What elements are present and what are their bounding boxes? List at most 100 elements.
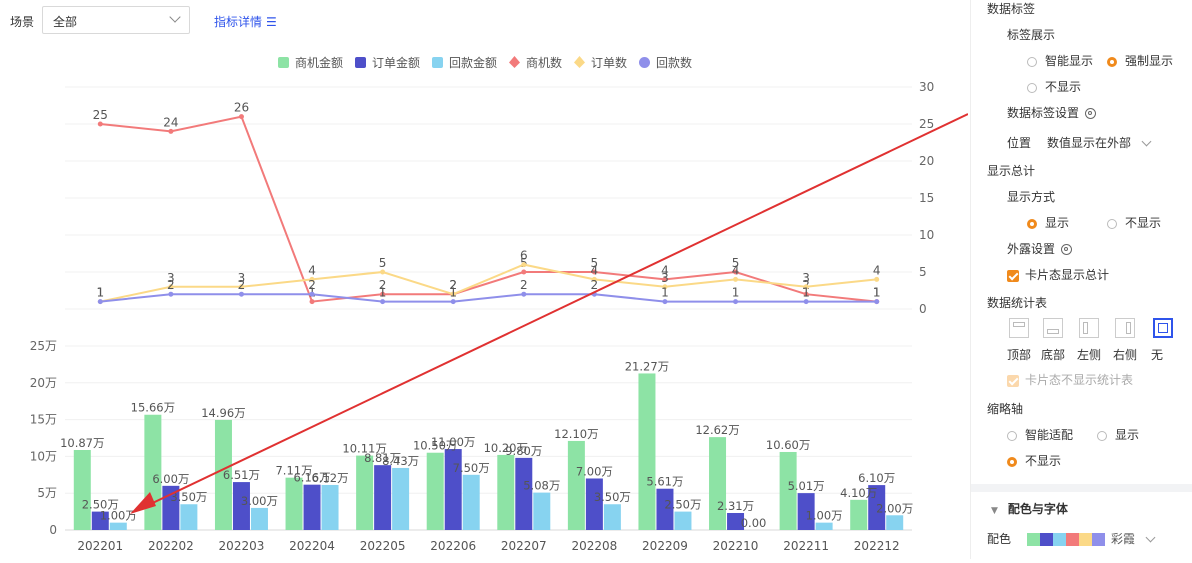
bar (815, 522, 833, 530)
color-swatch (1079, 533, 1092, 546)
x-tick-label: 202207 (501, 539, 547, 553)
stats-option[interactable]: 底部 (1041, 318, 1065, 363)
bar-data-label: 5.01万 (788, 479, 825, 493)
radio-smart[interactable] (1027, 56, 1037, 67)
checkbox-card-total[interactable] (1007, 269, 1019, 282)
stats-option-icon-inner (1158, 323, 1168, 333)
total-opt-hide[interactable]: 不显示 (1107, 214, 1161, 231)
bar-data-label: 15.66万 (131, 401, 175, 415)
series-line (100, 263, 877, 303)
bar-data-label: 7.11万 (275, 464, 312, 478)
label-opt-smart[interactable]: 智能显示 (1027, 52, 1093, 69)
card-hide-stats[interactable]: 卡片态不显示统计表 (1007, 371, 1133, 388)
y-tick-label-left: 15万 (30, 413, 57, 427)
radio-thumb-smart[interactable] (1007, 430, 1017, 441)
stats-option-icon-inner (1126, 322, 1131, 334)
bar-data-label: 4.10万 (840, 486, 877, 500)
bar-data-label: 10.50万 (413, 439, 457, 453)
radio-thumb-hide[interactable] (1007, 456, 1017, 467)
y-tick-label-right: 15 (919, 191, 934, 205)
stats-option-label: 左侧 (1077, 348, 1102, 362)
line-data-label: 1 (802, 286, 810, 300)
line-point (521, 291, 527, 297)
bar-data-label: 11.00万 (431, 435, 475, 449)
card-show-total[interactable]: 卡片态显示总计 (1007, 266, 1109, 283)
line-data-label: 1 (873, 286, 881, 300)
line-point (450, 299, 456, 305)
checkbox-card-hide-stats[interactable] (1007, 374, 1019, 387)
color-swatch (1053, 533, 1066, 546)
thumb-opt-smart[interactable]: 智能适配 (1007, 426, 1073, 443)
legend-swatch (639, 57, 650, 68)
line-point (97, 121, 103, 127)
scene-select-value: 全部 (53, 15, 78, 29)
color-font-title: 配色与字体 (1007, 502, 1068, 516)
line-point (238, 284, 244, 290)
y-tick-label-right: 10 (919, 228, 934, 242)
stats-option[interactable]: 右侧 (1113, 318, 1137, 363)
color-font-header[interactable]: ▼ 配色与字体 (991, 500, 1068, 517)
caret-down-icon: ▼ (991, 506, 998, 516)
x-tick-label: 202209 (642, 539, 688, 553)
legend-label: 商机数 (526, 55, 562, 70)
series-line (100, 115, 877, 303)
bar (567, 440, 585, 530)
stats-option-label: 顶部 (1007, 348, 1032, 362)
radio-force[interactable] (1107, 56, 1117, 67)
bar-data-label: 10.60万 (766, 438, 810, 452)
radio-total-show[interactable] (1027, 218, 1037, 229)
stats-option[interactable]: 无 (1151, 318, 1173, 363)
radio-thumb-show[interactable] (1097, 430, 1107, 441)
stats-option[interactable]: 左侧 (1077, 318, 1101, 363)
x-tick-label: 202204 (289, 539, 335, 553)
line-data-label: 5 (379, 256, 387, 270)
label-opt-none[interactable]: 不显示 (1027, 78, 1081, 95)
label-opt-force[interactable]: 强制显示 (1107, 52, 1173, 69)
gear-icon[interactable] (1061, 244, 1073, 255)
indicator-detail-link[interactable]: 指标详情 ☰ (214, 13, 277, 30)
stats-option[interactable]: 顶部 (1007, 318, 1031, 363)
bar-data-label: 10.87万 (60, 436, 104, 450)
bar-data-label: 6.12万 (311, 471, 348, 485)
bar-data-label: 9.80万 (505, 444, 542, 458)
thumb-opt-show[interactable]: 显示 (1097, 426, 1139, 443)
bar (426, 452, 444, 530)
bar (462, 474, 480, 530)
bar (850, 499, 868, 530)
radio-total-hide[interactable] (1107, 218, 1117, 229)
position-select[interactable]: 数值显示在外部 (1047, 134, 1152, 151)
bar-data-label: 7.00万 (576, 464, 613, 478)
line-point (238, 114, 244, 120)
radio-none[interactable] (1027, 82, 1037, 93)
bar (533, 492, 551, 530)
bar-data-label: 0.00 (741, 516, 767, 530)
bar (727, 512, 745, 530)
bar (779, 451, 797, 530)
line-data-label: 3 (802, 271, 810, 285)
color-swatch (1092, 533, 1105, 546)
x-tick-label: 202208 (571, 539, 617, 553)
line-data-label: 1 (873, 286, 881, 300)
x-tick-label: 202211 (783, 539, 829, 553)
line-data-label: 26 (234, 101, 249, 115)
stats-option-label: 底部 (1041, 348, 1066, 362)
thumb-opt-hide[interactable]: 不显示 (1007, 452, 1061, 469)
bar (656, 488, 674, 530)
bar (214, 419, 232, 530)
line-data-label: 1 (732, 286, 740, 300)
chart-area: 商机金额 订单金额 回款金额 商机数 订单数 回款数 0 5 10 15 20 25 30 0 5万 10万 1… (0, 44, 969, 559)
line-point (733, 299, 739, 305)
gear-icon[interactable] (1085, 108, 1097, 119)
legend-label: 回款数 (656, 55, 692, 70)
y-tick-label-left: 10万 (30, 449, 57, 463)
color-scheme-value: 彩霞 (1111, 532, 1136, 546)
total-opt-show[interactable]: 显示 (1027, 214, 1069, 231)
line-point (521, 262, 527, 268)
color-scheme-select[interactable]: 彩霞 (1027, 530, 1156, 547)
series-line (100, 293, 877, 303)
scene-select[interactable]: 全部 (42, 6, 190, 34)
chevron-down-icon (169, 11, 181, 23)
line-point (662, 276, 668, 282)
line-data-label: 4 (873, 263, 881, 277)
y-tick-label-right: 5 (919, 265, 927, 279)
